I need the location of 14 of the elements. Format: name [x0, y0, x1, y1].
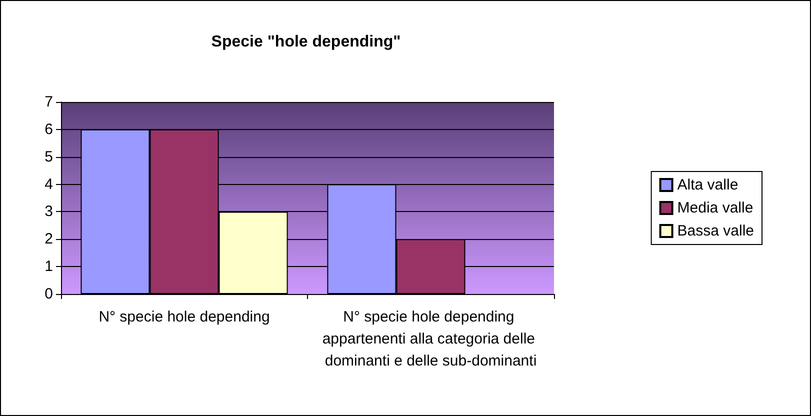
- x-tick-label: N° specie hole depending appartenenti alla categoria delle dominanti e delle sub-dominanti: [322, 308, 540, 370]
- legend-label: Bassa valle: [677, 222, 754, 240]
- y-tick-label: 1: [44, 258, 53, 276]
- x-tick-label: N° specie hole depending: [98, 308, 270, 326]
- y-tick-label: 4: [44, 176, 53, 193]
- legend-label: Media valle: [677, 200, 754, 216]
- chart-title: Specie "hole depending": [211, 34, 401, 50]
- y-tick-label: 0: [44, 286, 53, 302]
- legend-label: Alta valle: [677, 176, 738, 194]
- y-tick-label: 6: [44, 120, 53, 138]
- y-tick-label: 3: [44, 203, 53, 220]
- y-tick-label: 2: [44, 230, 53, 248]
- y-tick-label: 5: [44, 148, 53, 166]
- y-tick-label: 7: [44, 94, 53, 110]
